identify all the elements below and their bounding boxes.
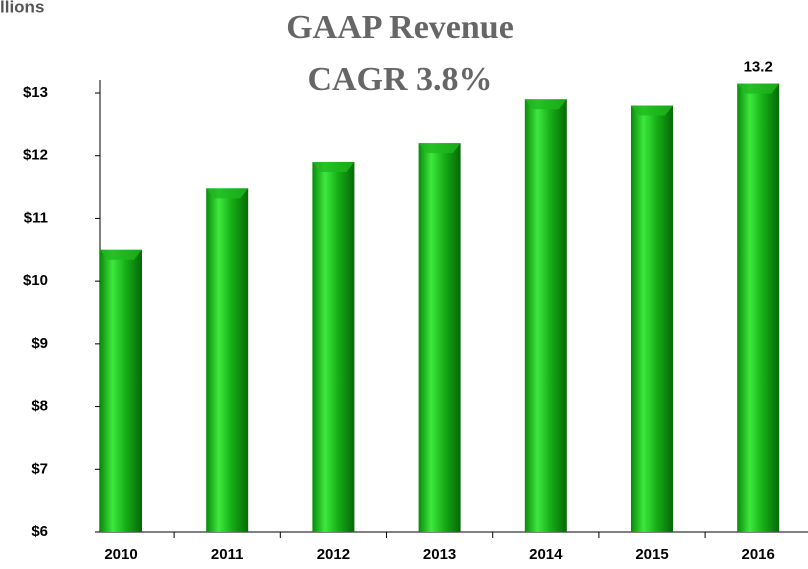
bar-bevel	[631, 105, 673, 116]
y-tick-label: $13	[23, 84, 48, 101]
bar-bevel	[312, 161, 355, 172]
bar	[312, 161, 355, 532]
y-tick-label: $6	[31, 523, 48, 540]
bar	[524, 99, 567, 533]
bar-bevel	[100, 249, 142, 260]
x-tick-label: 2016	[742, 546, 775, 563]
bar	[418, 143, 461, 532]
bar-bevel	[524, 99, 567, 110]
data-label: 13.2	[744, 59, 773, 76]
bar	[631, 105, 673, 533]
x-tick-label: 2011	[211, 546, 244, 563]
x-tick-label: 2012	[317, 546, 350, 563]
y-tick-label: $11	[24, 209, 48, 226]
y-tick-label: $10	[23, 272, 48, 289]
x-tick-label: 2013	[423, 546, 456, 563]
bar	[737, 83, 780, 532]
bar	[206, 188, 249, 532]
y-tick-label: $12	[23, 147, 48, 164]
x-tick-label: 2010	[104, 546, 137, 563]
chart-subtitle: CAGR 3.8%	[307, 61, 492, 98]
y-tick-label: $9	[31, 335, 48, 352]
bar-bevel	[737, 83, 780, 94]
x-tick-label: 2014	[529, 546, 563, 563]
corner-text: llions	[0, 0, 44, 16]
y-tick-label: $8	[31, 398, 48, 415]
x-tick-label: 2015	[635, 546, 668, 563]
y-tick-label: $7	[31, 460, 48, 477]
bar	[100, 249, 142, 533]
bar-bevel	[418, 143, 461, 154]
chart-title: GAAP Revenue	[286, 9, 514, 46]
bar-bevel	[206, 188, 249, 199]
